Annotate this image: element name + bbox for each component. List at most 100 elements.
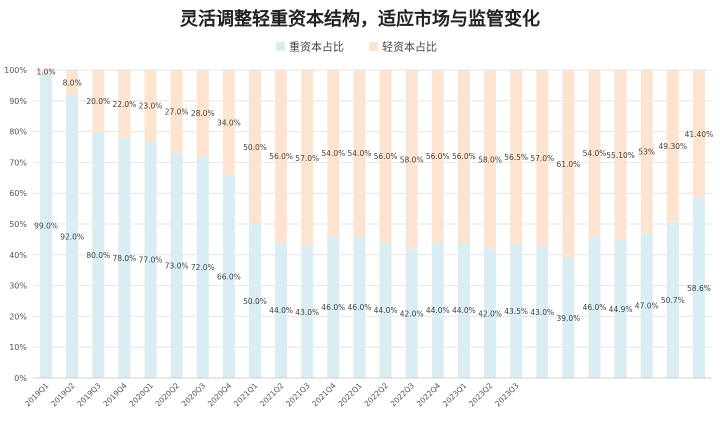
x-tick-label: 2023Q1 [441, 381, 469, 409]
bar-light-capital [510, 70, 523, 245]
bar-light-capital [40, 70, 53, 74]
bar-heavy-capital [379, 242, 392, 378]
data-label-heavy: 58.6% [687, 284, 711, 293]
bar-light-capital [327, 70, 340, 237]
data-label-light: 56.5% [504, 153, 528, 162]
bar-heavy-capital [118, 137, 131, 378]
x-tick-label: 2021Q4 [310, 381, 338, 409]
x-tick-label: 2021Q1 [232, 381, 260, 409]
data-label-heavy: 43.0% [295, 308, 319, 317]
bar-light-capital [614, 70, 627, 240]
bar-light-capital [301, 70, 314, 246]
x-tick-label: 2023Q3 [493, 381, 521, 409]
data-label-heavy: 46.0% [583, 303, 607, 312]
bar-heavy-capital [484, 248, 497, 378]
data-label-heavy: 39.0% [556, 314, 580, 323]
bar-heavy-capital [614, 239, 627, 378]
data-label-heavy: 80.0% [86, 251, 110, 260]
bar-light-capital [353, 70, 366, 237]
y-tick-label: 40% [9, 251, 27, 260]
data-label-light: 58.0% [478, 155, 502, 164]
bar-heavy-capital [353, 236, 366, 378]
bar-heavy-capital [196, 156, 209, 378]
x-tick-label: 2021Q3 [284, 381, 312, 409]
bar-heavy-capital [92, 131, 105, 378]
data-label-light: 53% [638, 148, 655, 157]
bar-heavy-capital [327, 236, 340, 378]
data-label-heavy: 44.0% [452, 306, 476, 315]
data-label-light: 58.0% [400, 155, 424, 164]
bar-light-capital [536, 70, 549, 246]
bar-heavy-capital [222, 174, 235, 378]
data-label-heavy: 78.0% [112, 254, 136, 263]
bar-heavy-capital [640, 233, 653, 378]
data-label-light: 56.0% [426, 152, 450, 161]
data-label-light: 20.0% [86, 97, 110, 106]
legend: 重资本占比 轻资本占比 [276, 40, 437, 54]
x-tick-label: 2023Q2 [467, 381, 495, 409]
bar-heavy-capital [536, 245, 549, 378]
bar-light-capital [431, 70, 444, 243]
data-label-light: 57.0% [295, 154, 319, 163]
bar-heavy-capital [248, 224, 261, 378]
y-tick-label: 60% [9, 189, 27, 198]
data-label-heavy: 42.0% [400, 309, 424, 318]
bar-heavy-capital [40, 73, 53, 378]
bar-light-capital [92, 70, 105, 132]
x-tick-label: 2022Q2 [363, 381, 391, 409]
data-label-light: 56.0% [269, 152, 293, 161]
data-label-light: 54.0% [321, 149, 345, 158]
bar-light-capital [692, 70, 705, 198]
x-tick-label: 2019Q3 [75, 381, 103, 409]
data-label-heavy: 73.0% [165, 262, 189, 271]
y-tick-label: 0% [14, 374, 27, 383]
bar-heavy-capital [588, 236, 601, 378]
x-tick-label: 2020Q2 [154, 381, 182, 409]
data-label-light: 56.0% [374, 152, 398, 161]
data-label-heavy: 66.0% [217, 272, 241, 281]
y-tick-label: 30% [9, 282, 27, 291]
y-tick-label: 50% [9, 220, 27, 229]
bar-light-capital [222, 70, 235, 175]
data-label-heavy: 50.0% [243, 297, 267, 306]
data-label-heavy: 50.7% [661, 296, 685, 305]
data-label-light: 1.0% [37, 68, 56, 77]
data-label-heavy: 99.0% [34, 222, 58, 231]
bar-light-capital [144, 70, 157, 141]
x-tick-label: 2020Q3 [180, 381, 208, 409]
data-label-light: 22.0% [112, 100, 136, 109]
data-label-light: 54.0% [583, 149, 607, 158]
x-tick-label: 2021Q2 [258, 381, 286, 409]
data-label-heavy: 92.0% [60, 232, 84, 241]
data-label-heavy: 47.0% [635, 302, 659, 311]
data-label-light: 8.0% [63, 78, 82, 87]
x-tick-label: 2022Q4 [415, 381, 443, 409]
x-tick-label: 2022Q3 [389, 381, 417, 409]
data-label-heavy: 77.0% [139, 255, 163, 264]
data-label-heavy: 46.0% [348, 303, 372, 312]
bar-light-capital [118, 70, 131, 138]
data-label-heavy: 42.0% [478, 309, 502, 318]
data-label-heavy: 44.9% [609, 305, 633, 314]
data-label-light: 54.0% [348, 149, 372, 158]
legend-swatch-heavy [276, 42, 285, 51]
bar-light-capital [457, 70, 470, 243]
bar-heavy-capital [301, 245, 314, 378]
data-label-light: 61.0% [556, 160, 580, 169]
data-label-light: 49.30% [659, 142, 688, 151]
data-label-heavy: 44.0% [426, 306, 450, 315]
data-labels: 99.0% 1.0% 92.0% 8.0% 80.0% 20.0% 78.0% 22.0% 77… [34, 68, 713, 323]
bar-heavy-capital [144, 140, 157, 378]
bar-heavy-capital [510, 244, 523, 378]
data-label-heavy: 43.5% [504, 307, 528, 316]
bar-light-capital [196, 70, 209, 157]
data-label-light: 28.0% [191, 109, 215, 118]
bars [40, 70, 705, 378]
bar-light-capital [562, 70, 575, 258]
legend-label-heavy: 重资本占比 [289, 40, 344, 54]
bar-heavy-capital [405, 248, 418, 378]
bar-heavy-capital [562, 257, 575, 378]
bar-light-capital [275, 70, 288, 243]
data-label-light: 55.10% [606, 151, 635, 160]
bar-light-capital [588, 70, 601, 237]
